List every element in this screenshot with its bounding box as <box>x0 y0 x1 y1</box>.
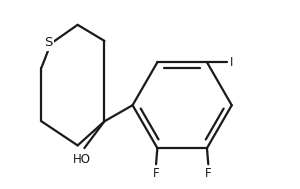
Text: S: S <box>44 36 52 49</box>
Text: F: F <box>153 167 159 180</box>
Text: HO: HO <box>73 153 91 167</box>
Text: F: F <box>205 167 211 180</box>
Text: I: I <box>230 56 234 69</box>
